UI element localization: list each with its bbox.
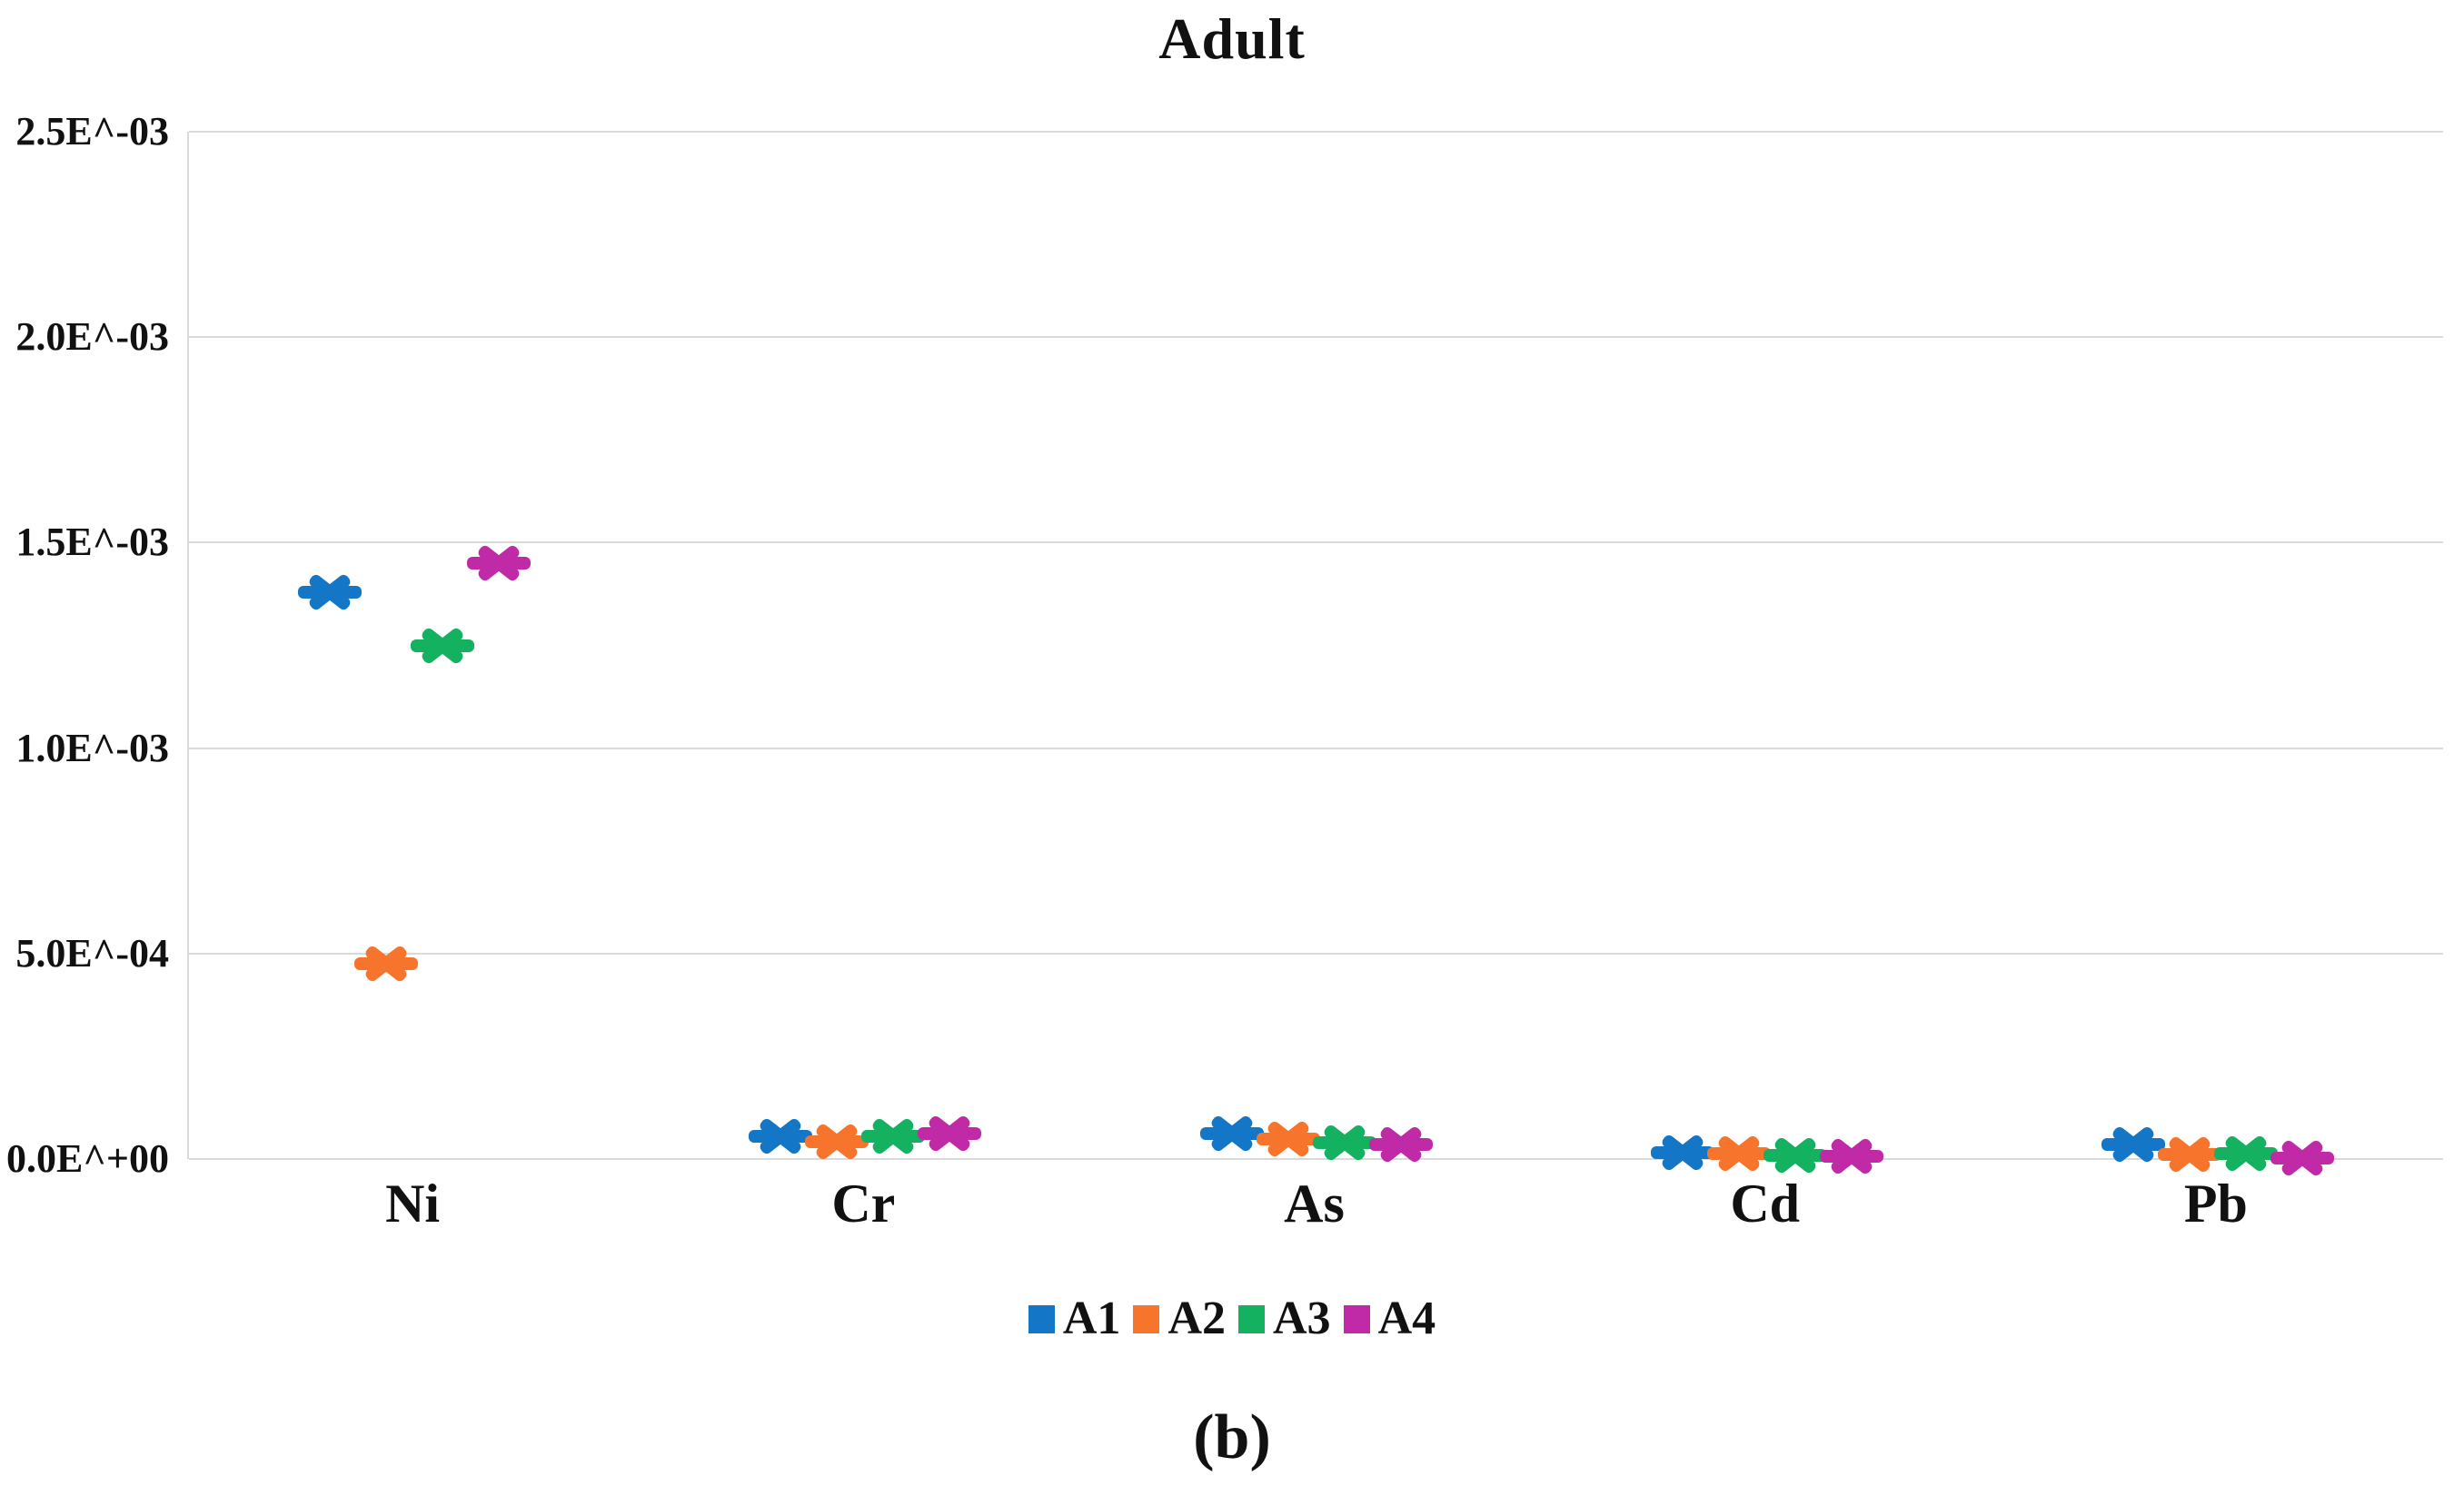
legend-swatch-A4	[1343, 1304, 1370, 1333]
legend-item-A1: A1	[1028, 1293, 1121, 1344]
gridline	[189, 131, 2443, 133]
y-tick-label: 1.0E^-03	[15, 725, 169, 770]
legend-label: A4	[1377, 1293, 1436, 1344]
y-tick-label: 0.0E^+00	[6, 1136, 169, 1181]
legend-item-A3: A3	[1238, 1293, 1331, 1344]
gridline	[189, 747, 2443, 749]
gridline	[189, 952, 2443, 955]
y-tick-label: 1.5E^-03	[15, 520, 169, 565]
x-tick-label-Ni: Ni	[385, 1174, 441, 1234]
x-tick-label-Cr: Cr	[831, 1174, 896, 1234]
legend-swatch-A1	[1028, 1304, 1055, 1333]
x-tick-label-Pb: Pb	[2183, 1174, 2248, 1234]
legend-swatch-A3	[1238, 1304, 1265, 1333]
x-tick-label-Cd: Cd	[1730, 1174, 1801, 1234]
chart-title: Adult	[1158, 6, 1306, 71]
plot-area	[187, 131, 2443, 1178]
legend-label: A2	[1167, 1293, 1226, 1344]
figure-caption: (b)	[1193, 1402, 1271, 1472]
x-tick-label-As: As	[1284, 1174, 1345, 1234]
legend-swatch-A2	[1133, 1304, 1160, 1333]
y-tick-label: 2.0E^-03	[15, 314, 169, 360]
y-tick-label: 2.5E^-03	[15, 109, 169, 154]
legend-label: A3	[1273, 1293, 1331, 1344]
gridline	[189, 541, 2443, 544]
legend: A1 A2 A3 A4	[0, 1293, 2464, 1344]
y-tick-label: 5.0E^-04	[15, 930, 169, 976]
legend-label: A1	[1062, 1293, 1121, 1344]
legend-item-A4: A4	[1343, 1293, 1436, 1344]
gridline	[189, 1158, 2443, 1160]
gridline	[189, 336, 2443, 339]
legend-item-A2: A2	[1133, 1293, 1226, 1344]
